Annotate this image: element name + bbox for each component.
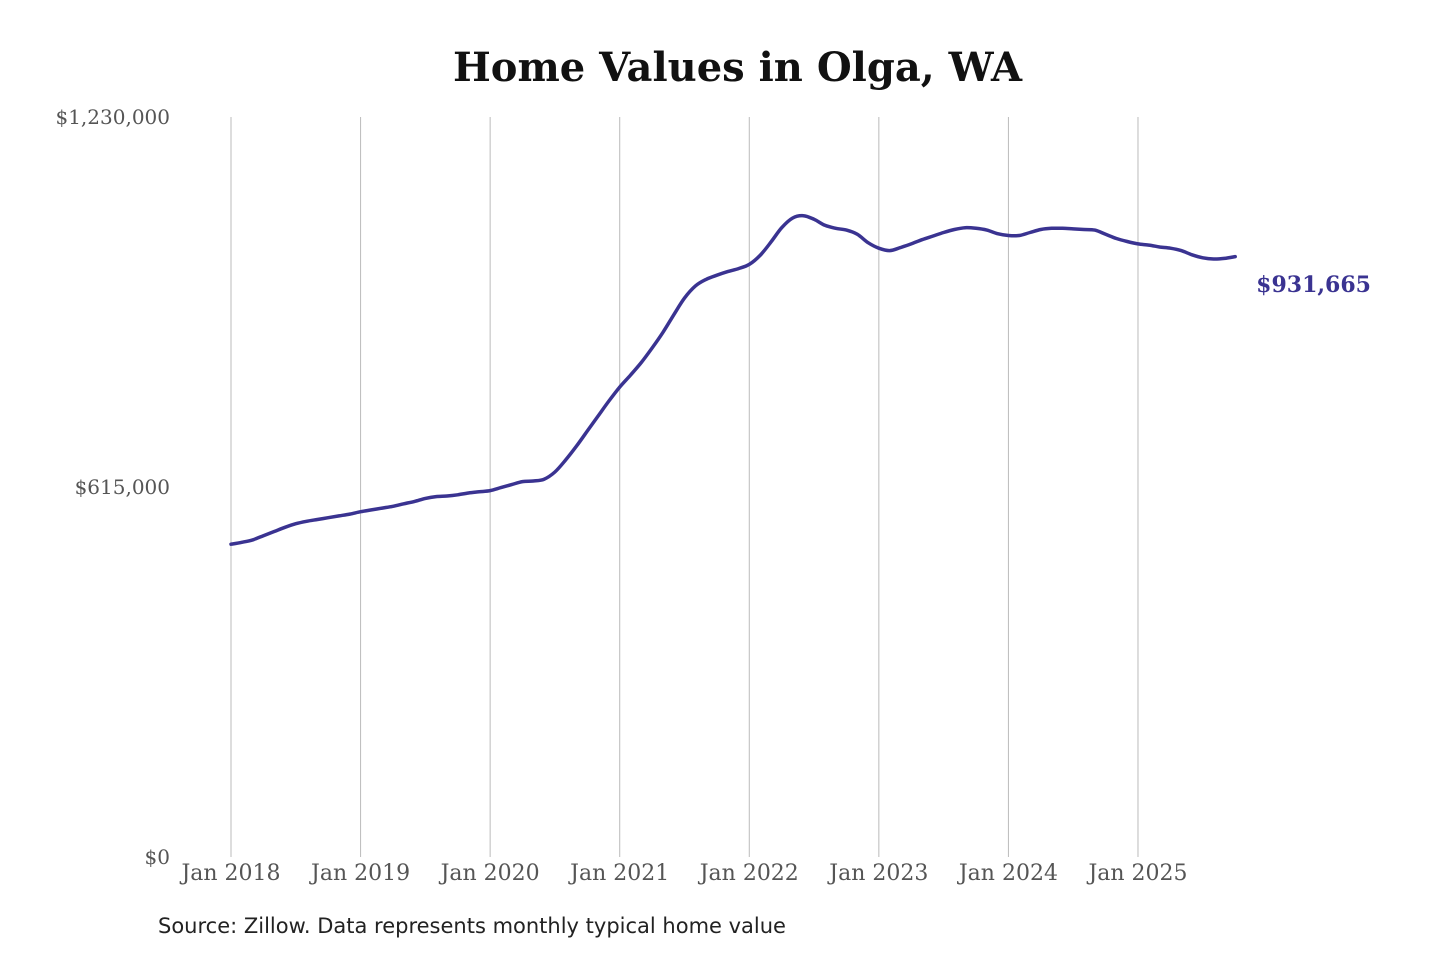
source-note: Source: Zillow. Data represents monthly … <box>158 914 786 938</box>
chart-title: Home Values in Olga, WA <box>452 44 1022 91</box>
y-axis-tick-labels: $0 $615,000 $1,230,000 <box>55 105 170 869</box>
home-value-line <box>229 213 1237 546</box>
grid-lines <box>230 117 1139 857</box>
y-tick-label-0: $0 <box>145 845 170 869</box>
x-tick-label-4: Jan 2022 <box>698 861 799 886</box>
x-tick-label-3: Jan 2021 <box>568 861 669 886</box>
x-tick-label-6: Jan 2024 <box>957 861 1058 886</box>
x-axis-tick-labels: Jan 2018 Jan 2019 Jan 2020 Jan 2021 Jan 2022… <box>179 861 1187 886</box>
x-tick-label-7: Jan 2025 <box>1086 861 1187 886</box>
x-tick-label-0: Jan 2018 <box>179 861 280 886</box>
x-tick-label-1: Jan 2019 <box>309 861 410 886</box>
end-value-label: $931,665 <box>1256 272 1371 298</box>
x-tick-label-2: Jan 2020 <box>439 861 540 886</box>
x-tick-label-5: Jan 2023 <box>827 861 928 886</box>
y-tick-label-2: $1,230,000 <box>55 105 170 129</box>
y-tick-label-1: $615,000 <box>75 475 170 499</box>
